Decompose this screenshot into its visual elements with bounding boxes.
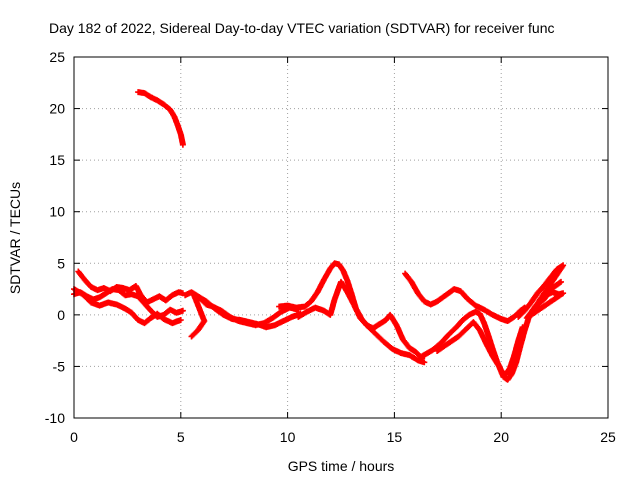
x-tick-label: 25 [600, 429, 616, 445]
y-tick-label: -5 [53, 358, 66, 374]
y-axis-title: SDTVAR / TECUs [7, 182, 23, 294]
chart-title: Day 182 of 2022, Sidereal Day-to-day VTE… [49, 20, 555, 36]
x-tick-label: 0 [70, 429, 78, 445]
series-arc-evening [515, 262, 567, 321]
series-arc-early-b [75, 268, 186, 306]
x-tick-label: 5 [177, 429, 185, 445]
series-arc-afternoon-c [434, 313, 532, 383]
y-tick-label: 20 [49, 101, 65, 117]
y-tick-label: -10 [45, 410, 65, 426]
point-markers [75, 268, 186, 306]
y-tick-label: 5 [57, 255, 65, 271]
point-markers [434, 313, 532, 383]
series-arc-morning-b [182, 289, 304, 331]
x-tick-label: 10 [280, 429, 296, 445]
series-arc-afternoon [402, 270, 528, 324]
x-axis: 0 5 10 15 20 25 [70, 57, 616, 445]
y-tick-label: 10 [49, 204, 65, 220]
point-markers [402, 270, 528, 324]
point-markers [295, 278, 426, 362]
x-axis-title: GPS time / hours [288, 458, 395, 474]
y-axis: -10 -5 0 5 10 15 20 25 [45, 49, 608, 426]
y-tick-label: 15 [49, 152, 65, 168]
point-markers [135, 89, 186, 148]
series-arc-high [135, 89, 186, 148]
x-tick-label: 20 [493, 429, 509, 445]
y-tick-label: 0 [57, 307, 65, 323]
point-markers [515, 262, 567, 321]
series-arc-noon-low [295, 278, 426, 362]
point-markers [182, 289, 304, 331]
plot-frame [73, 56, 609, 419]
x-tick-label: 15 [387, 429, 403, 445]
y-tick-label: 25 [49, 49, 65, 65]
